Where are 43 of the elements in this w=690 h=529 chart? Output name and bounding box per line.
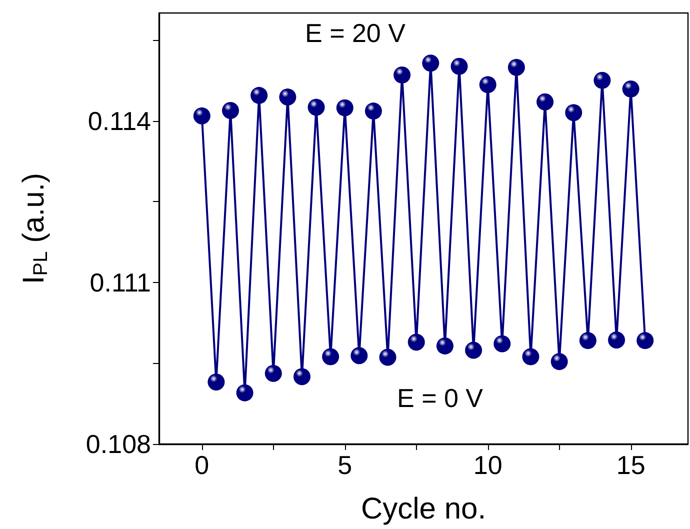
point [450, 58, 468, 75]
point [279, 88, 296, 106]
point [436, 337, 454, 354]
point [193, 107, 210, 124]
point [236, 384, 254, 402]
point [550, 353, 568, 370]
point [293, 368, 310, 386]
point [379, 348, 396, 366]
x-tick-label: 0 [194, 450, 210, 480]
annotation: E = 20 V [305, 18, 406, 48]
point [622, 80, 640, 98]
point [636, 332, 654, 350]
point [479, 76, 496, 94]
point [322, 348, 340, 366]
x-axis-title: Cycle no. [360, 492, 486, 526]
point [308, 98, 325, 116]
point [536, 93, 554, 110]
point [264, 364, 282, 382]
x-tick-label: 15 [616, 450, 646, 480]
y-tick-label: 0.114 [88, 106, 151, 136]
point [522, 348, 540, 366]
point [494, 335, 511, 352]
y-tick-label: 0.108 [86, 429, 151, 459]
point [594, 72, 611, 89]
point [508, 58, 525, 76]
point [250, 86, 268, 104]
y-tick-label: 0.111 [90, 267, 151, 298]
point [422, 54, 440, 72]
point [408, 334, 425, 351]
point [579, 332, 596, 350]
annotation: E = 0 V [397, 383, 484, 413]
point [350, 347, 368, 364]
point [465, 342, 482, 359]
point [336, 99, 354, 116]
point [222, 102, 239, 120]
point [565, 104, 582, 122]
x-tick-label: 10 [473, 450, 502, 480]
y-axis-title: IPL (a.u.) [18, 172, 52, 284]
point [364, 102, 382, 120]
point [608, 332, 626, 349]
point [208, 374, 225, 391]
point [394, 66, 411, 84]
x-tick-label: 5 [338, 450, 352, 480]
